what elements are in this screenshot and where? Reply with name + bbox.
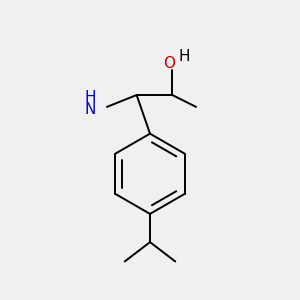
Text: H: H	[178, 49, 190, 64]
Text: H: H	[85, 91, 96, 106]
Text: O: O	[163, 56, 175, 71]
Text: N: N	[85, 102, 96, 117]
